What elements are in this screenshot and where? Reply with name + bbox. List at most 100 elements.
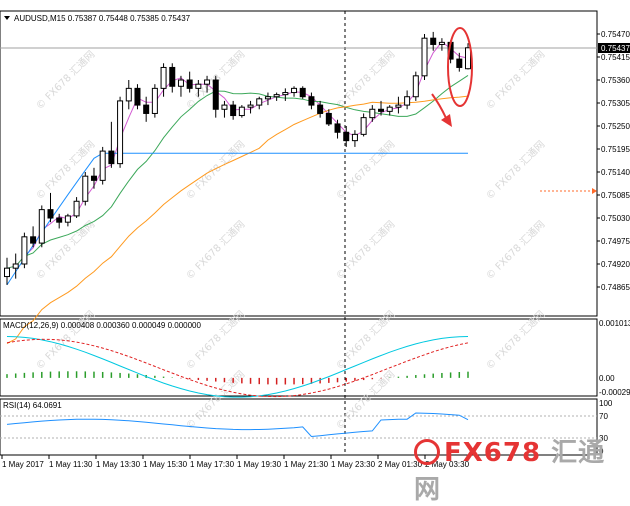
candle-bear — [325, 112, 332, 125]
candle-bull — [412, 75, 419, 98]
candle-bear — [30, 236, 37, 244]
moving-average-lines — [6, 40, 469, 344]
current-price-label: 0.75437 — [601, 44, 630, 53]
watermark-text: © FX678 汇通网 — [333, 48, 397, 112]
candle-bull — [99, 150, 106, 181]
price-tick-label: 0.75030 — [601, 214, 630, 223]
macd-signal-line — [6, 338, 469, 398]
candlestick-series — [4, 31, 471, 285]
price-tick-label: 0.74865 — [601, 283, 630, 292]
logo-circle-icon — [414, 439, 440, 465]
macd-tick-top: 0.001013 — [599, 319, 630, 328]
price-tick-label: 0.75140 — [601, 168, 630, 177]
watermark-text: © FX678 汇通网 — [33, 48, 97, 112]
time-tick-label: 1 May 13:30 — [96, 460, 141, 469]
time-tick-label: 1 May 2017 — [2, 460, 44, 469]
candle-bull — [256, 98, 263, 106]
macd-indicator — [6, 336, 469, 398]
candle-bull — [386, 106, 393, 112]
watermark-text: © FX678 汇通网 — [483, 218, 547, 282]
price-tick-label: 0.75360 — [601, 76, 630, 85]
watermark-text: © FX678 汇通网 — [183, 138, 247, 202]
price-axis: 0.75470 0.75415 0.75360 0.75305 0.75250 0.751… — [597, 30, 630, 292]
rsi-tick-30: 30 — [599, 434, 608, 443]
candle-bull — [247, 104, 254, 108]
time-tick-label: 2 May 01:30 — [378, 460, 423, 469]
watermark-text: © FX678 汇通网 — [183, 218, 247, 282]
fx678-logo: FX678 汇通网 — [414, 432, 630, 506]
candle-bull — [291, 87, 298, 94]
candle-bull — [125, 87, 132, 102]
ma-mid-line — [6, 74, 469, 269]
price-tick-label: 0.74975 — [601, 237, 630, 246]
candle-bear — [212, 79, 219, 110]
candle-bull — [360, 117, 367, 135]
candle-bull — [195, 83, 202, 89]
candle-bull — [273, 94, 280, 98]
candle-bull — [238, 106, 245, 117]
annotation-arrow-line — [431, 93, 447, 119]
candle-bull — [351, 133, 358, 142]
candle-bull — [204, 79, 211, 85]
price-panel — [0, 10, 598, 317]
candle-bear — [230, 104, 237, 117]
candle-bear — [317, 104, 324, 114]
rsi-tick-100: 100 — [599, 399, 613, 408]
candle-bull — [21, 236, 28, 265]
watermark-text: © FX678 汇通网 — [333, 138, 397, 202]
candle-bear — [47, 209, 54, 219]
candle-bull — [264, 96, 271, 100]
candle-bull — [221, 104, 228, 110]
candle-bull — [82, 175, 89, 202]
candle-bull — [73, 200, 80, 217]
ma-long-line — [6, 152, 468, 286]
candle-bear — [108, 150, 115, 165]
candle-bull — [421, 37, 428, 77]
annotation-ellipse — [447, 27, 473, 107]
candle-bear — [343, 131, 350, 142]
watermark-text: © FX678 汇通网 — [333, 368, 397, 432]
candle-bull — [438, 41, 445, 45]
current-price-tag — [598, 43, 630, 53]
watermark-text: © FX678 汇通网 — [483, 48, 547, 112]
watermark-text: © FX678 汇通网 — [333, 308, 397, 372]
time-axis: 1 May 2017 1 May 11:30 1 May 13:30 1 May 15… — [1, 455, 470, 469]
candle-bull — [282, 92, 289, 96]
logo-fx-text: FX678 — [444, 438, 542, 468]
watermark-text: © FX678 汇通网 — [483, 308, 547, 372]
candle-bull — [404, 96, 411, 106]
watermark-text: © FX678 汇通网 — [183, 368, 247, 432]
time-tick-label: 1 May 11:30 — [49, 460, 93, 469]
time-tick-label: 1 May 21:30 — [284, 460, 329, 469]
price-tick-label: 0.75415 — [601, 53, 630, 62]
ma-slow-line — [6, 95, 469, 344]
candle-bear — [56, 217, 63, 223]
candle-bear — [186, 79, 193, 89]
macd-label: MACD(12,26,9) 0.000408 0.000360 0.000049… — [3, 321, 201, 330]
candle-bull — [38, 209, 45, 244]
watermark-text: © FX678 汇通网 — [483, 138, 547, 202]
candle-bear — [334, 123, 341, 133]
macd-tick-bottom: -0.000292 — [599, 388, 630, 397]
candle-bull — [151, 87, 158, 114]
candle-bear — [430, 37, 437, 45]
watermark-text: © FX678 汇通网 — [333, 218, 397, 282]
candle-bear — [456, 58, 463, 68]
candle-bull — [160, 66, 167, 89]
time-tick-label: 1 May 19:30 — [237, 460, 282, 469]
price-tick-label: 0.75195 — [601, 145, 630, 154]
watermark-layer: © FX678 汇通网 © FX678 汇通网 © FX678 汇通网 © FX678… — [33, 48, 547, 432]
collapse-triangle-icon[interactable] — [4, 16, 10, 20]
watermark-text: © FX678 汇通网 — [183, 308, 247, 372]
rsi-tick-70: 70 — [599, 412, 608, 421]
candle-bear — [169, 66, 176, 87]
candle-bull — [117, 100, 124, 165]
trading-chart[interactable]: AUDUSD,M15 0.75387 0.75448 0.75385 0.754… — [0, 0, 630, 490]
candle-bear — [143, 104, 150, 114]
candle-bull — [64, 215, 71, 223]
candle-bull — [395, 104, 402, 108]
price-tick-label: 0.75250 — [601, 122, 630, 131]
rsi-panel — [0, 398, 598, 456]
price-tick-label: 0.75470 — [601, 30, 630, 39]
annotation-arrow-head-icon — [441, 114, 452, 127]
